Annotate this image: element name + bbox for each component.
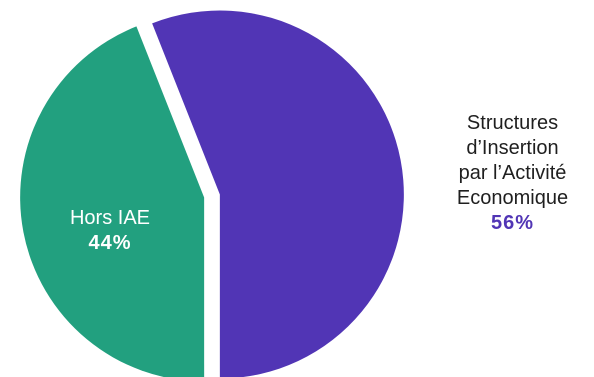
slice-label-siae-line-2: d’Insertion <box>466 137 559 159</box>
slice-label-siae-line-3: par l’Activité <box>458 162 567 184</box>
slice-label-hors-iae-value: 44% <box>88 232 132 254</box>
pie-slice-siae <box>152 10 404 377</box>
pie-slice-hors <box>20 26 205 377</box>
slice-label-siae: Structures d’Insertion par l’Activité Ec… <box>425 111 594 236</box>
slice-label-siae-value: 56% <box>490 212 535 234</box>
slice-label-hors-iae: Hors IAE 44% <box>30 206 190 256</box>
slice-label-hors-iae-name: Hors IAE <box>69 207 151 229</box>
slice-label-siae-line-1: Structures <box>466 112 559 134</box>
slice-label-siae-line-4: Economique <box>456 187 569 209</box>
